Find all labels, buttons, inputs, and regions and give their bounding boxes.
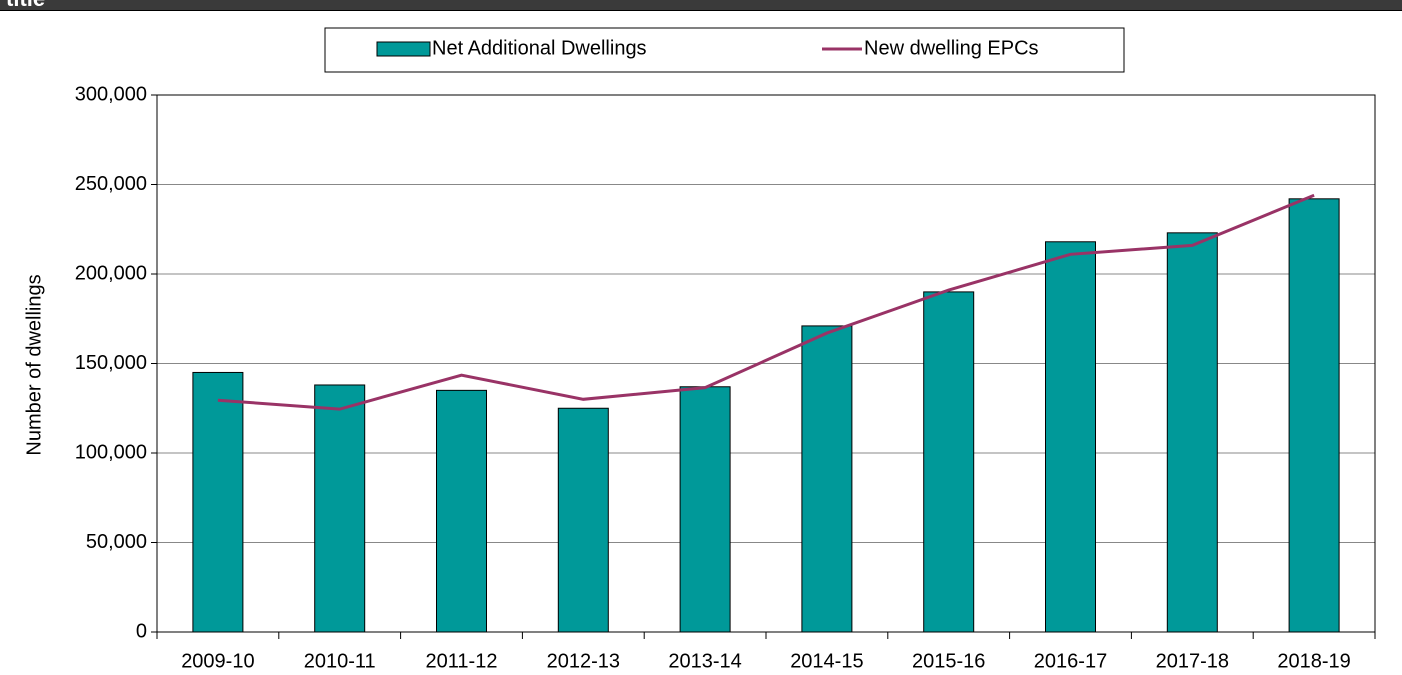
legend-label: New dwelling EPCs <box>864 37 1039 59</box>
legend-swatch <box>376 41 431 57</box>
x-tick-label: 2012-13 <box>547 650 620 672</box>
y-tick-label: 0 <box>136 620 147 642</box>
y-tick-label: 150,000 <box>75 352 147 374</box>
bar <box>1288 198 1340 633</box>
x-tick-label: 2017-18 <box>1156 650 1229 672</box>
bar <box>679 386 731 633</box>
y-tick-label: 200,000 <box>75 262 147 284</box>
bar <box>1166 232 1218 633</box>
x-tick-label: 2009-10 <box>181 650 254 672</box>
bar <box>923 291 975 633</box>
legend-box <box>324 27 1125 73</box>
x-tick-label: 2013-14 <box>668 650 741 672</box>
bar <box>192 371 244 633</box>
x-tick-label: 2014-15 <box>790 650 863 672</box>
line <box>217 193 1315 411</box>
x-tick-label: 2016-17 <box>1034 650 1107 672</box>
x-tick-label: 2015-16 <box>912 650 985 672</box>
bar <box>314 384 366 633</box>
y-tick-label: 300,000 <box>75 83 147 105</box>
header-bar: title <box>0 0 1402 11</box>
bar <box>1045 241 1096 633</box>
legend-label: Net Additional Dwellings <box>432 37 647 59</box>
y-tick-label: 50,000 <box>86 531 147 553</box>
header-title: title <box>6 0 45 10</box>
x-tick-label: 2010-11 <box>304 650 376 672</box>
bar <box>436 389 487 633</box>
x-tick-label: 2011-12 <box>426 650 498 672</box>
bar <box>801 325 853 633</box>
y-axis-label: Number of dwellings <box>23 274 45 455</box>
y-tick-label: 100,000 <box>75 441 147 463</box>
bar <box>557 407 609 633</box>
x-tick-label: 2018-19 <box>1277 650 1350 672</box>
y-tick-label: 250,000 <box>75 173 147 195</box>
